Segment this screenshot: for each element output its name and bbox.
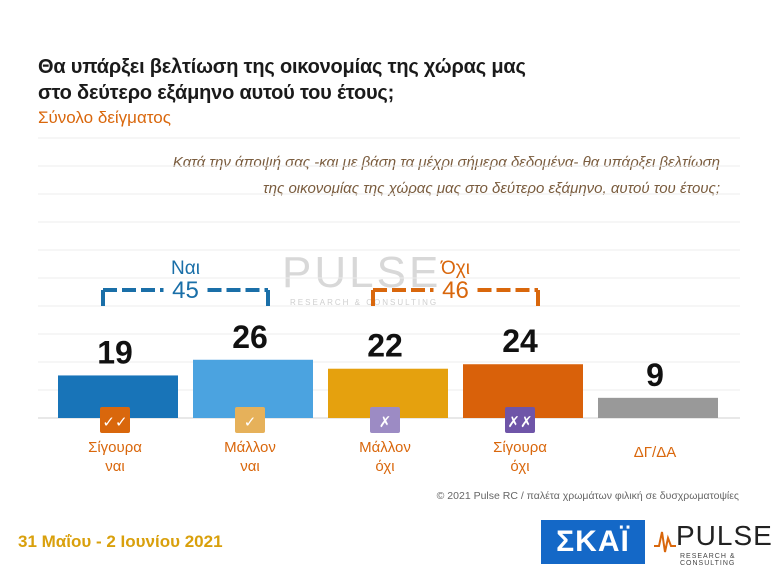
title-line-2: στο δεύτερο εξάμηνο αυτού του έτους; [38, 82, 395, 104]
category-label: ΔΓ/ΔΑ [634, 444, 676, 461]
value-label: 19 [97, 334, 133, 370]
chart-subtitle: Σύνολο δείγματος [38, 108, 171, 127]
category-label: Σίγουρα [88, 439, 142, 456]
category-label: ναι [240, 458, 260, 475]
category-label: Μάλλον [359, 439, 411, 456]
answer-icon: ✗ [379, 413, 392, 431]
category-label: όχι [375, 458, 394, 475]
question-line-2: της οικονομίας της χώρας μας στο δεύτερο… [263, 180, 720, 197]
copyright-note: © 2021 Pulse RC / παλέτα χρωμάτων φιλική… [436, 490, 739, 502]
group-label: Όχι [440, 258, 470, 279]
answer-icon: ✓ [244, 413, 257, 431]
pulse-logo: PULSE RESEARCH & CONSULTING [654, 520, 774, 570]
pulse-logo-word: PULSE [676, 520, 773, 551]
value-label: 22 [367, 328, 403, 364]
group-label: Ναι [171, 258, 200, 279]
answer-icon-box [100, 407, 130, 433]
category-label: Μάλλον [224, 439, 276, 456]
survey-date: 31 Μαΐου - 2 Ιουνίου 2021 [18, 532, 223, 551]
answer-icon-box [235, 407, 265, 433]
answer-icon: ✓✓ [102, 413, 127, 431]
pulse-wave-icon [654, 531, 676, 553]
skai-logo: ΣΚΑΪ [541, 520, 645, 564]
answer-icon-box [370, 407, 400, 433]
group-total: 46 [442, 277, 469, 304]
answer-icon: ✗✗ [507, 413, 532, 431]
value-label: 9 [646, 357, 664, 393]
bar [598, 397, 718, 418]
category-label: ναι [105, 458, 125, 475]
group-total: 45 [172, 277, 199, 304]
watermark-sub: RESEARCH & CONSULTING [290, 298, 439, 307]
question-line-1: Κατά την άποψή σας -και με βάση τα μέχρι… [172, 154, 720, 171]
value-label: 26 [232, 319, 268, 355]
title-line-1: Θα υπάρξει βελτίωση της οικονομίας της χ… [38, 56, 526, 78]
value-label: 24 [502, 323, 538, 359]
category-label: όχι [510, 458, 529, 475]
answer-icon-box [505, 407, 535, 433]
chart-title: Θα υπάρξει βελτίωση της οικονομίας της χ… [38, 54, 598, 106]
question-text: Κατά την άποψή σας -και με βάση τα μέχρι… [100, 150, 720, 202]
category-label: Σίγουρα [493, 439, 547, 456]
bar-chart: 19 ✓✓ Σίγουρα ναι 26 ✓ Μάλλον ναι 22 ✗ Μάλλον όχι 24… [38, 137, 740, 475]
pulse-logo-sub: RESEARCH & CONSULTING [680, 553, 736, 567]
